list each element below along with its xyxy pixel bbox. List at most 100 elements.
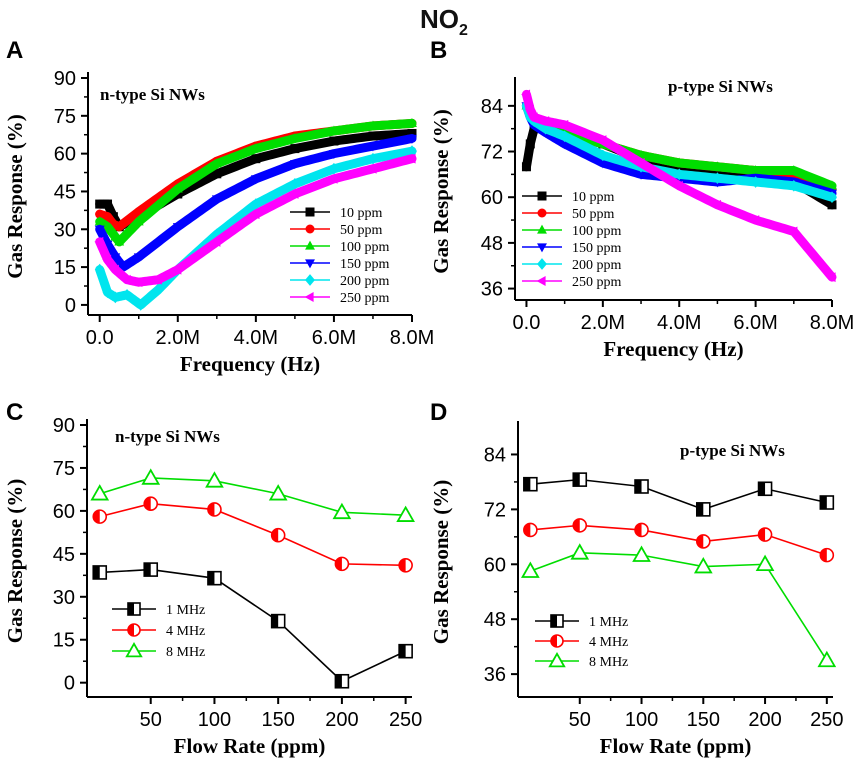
data-point [634,522,649,538]
y-tick-label: 84 [481,96,503,118]
data-point [328,125,339,135]
legend-label: 10 ppm [340,206,383,221]
legend-item-1-mhz: 1 MHz [112,602,205,618]
series-line [99,502,406,567]
data-point [827,191,837,204]
legend-label: 100 ppm [572,224,622,239]
legend-label: 1 MHz [166,603,205,618]
series-100-ppm [94,117,417,247]
data-point [94,225,105,235]
data-point [205,471,224,488]
legend-label: 4 MHz [166,624,205,639]
legend-item-1-mhz: 1 MHz [535,614,628,630]
data-point [143,562,159,577]
data-point [827,180,837,190]
panel-b: B 36 48 60 72 84 0.0 2.0M 4.0M 6.0M 8.0M Frequency … [429,37,854,361]
legend-marker [537,191,547,201]
data-point [328,173,338,184]
data-point [110,231,121,241]
y-tick-label: 0 [64,673,75,695]
data-point [398,557,413,573]
data-point [172,183,183,193]
legend-label: 4 MHz [589,635,628,650]
data-point [152,274,162,285]
legend-label: 250 ppm [340,291,390,306]
data-point [559,140,570,150]
data-point [524,104,534,115]
panel-title: p-type Si NWs [680,441,785,460]
data-point [523,476,538,492]
panel-c: C 0 15 30 45 60 75 90 50 100 150 200 250 Flow Rate (p… [3,399,422,758]
data-point [634,479,649,494]
legend-marker [305,240,315,250]
data-point [250,143,261,153]
legend-item-50-ppm: 50 ppm [290,223,383,238]
x-tick-label: 0.0 [513,312,541,334]
legend-item-10-ppm: 10 ppm [290,206,383,221]
data-point [153,283,164,296]
legend-marker [548,651,566,668]
x-tick-label: 150 [687,709,720,731]
data-point [108,212,118,222]
series-250-ppm [94,153,417,288]
x-tick-label: 8.0M [810,312,854,334]
data-point [103,199,113,209]
data-point [788,165,799,175]
y-axis-label: Gas Response (%) [3,114,27,279]
data-point [572,472,588,487]
data-point [211,236,221,247]
series-line [99,568,406,683]
x-tick-label: 50 [569,709,591,731]
data-point [103,212,113,222]
legend-marker [537,208,547,218]
data-point [329,136,339,146]
data-point [826,272,836,283]
data-point [289,160,300,170]
y-tick-label: 60 [53,501,75,523]
y-tick-label: 45 [54,181,76,203]
data-point [250,175,261,185]
data-point [211,228,222,241]
y-tick-label: 36 [481,279,503,301]
data-point [827,200,837,210]
y-tick-label: 72 [481,142,503,164]
x-tick-label: 50 [140,709,162,731]
y-tick-label: 75 [53,458,75,480]
legend-label: 8 MHz [166,645,205,660]
data-point [757,481,773,497]
legend-marker [127,623,141,637]
data-point [367,163,377,174]
data-point [109,264,119,275]
panel-label: C [6,399,23,426]
data-point [528,112,538,123]
legend-marker [304,292,314,302]
y-tick-label: 72 [484,499,506,521]
data-point [559,130,570,143]
legend-label: 10 ppm [572,190,615,205]
data-point [110,253,121,263]
data-point [114,222,124,232]
data-point [750,165,761,175]
y-tick-label: 30 [54,219,76,241]
data-point [819,495,835,510]
data-point [121,274,131,285]
series-8-mhz [521,543,837,668]
data-point [819,547,835,563]
data-point [90,484,110,501]
y-axis-label: Gas Response (%) [429,480,453,645]
legend-item-150-ppm: 150 ppm [290,257,390,272]
legend-marker [305,224,315,234]
data-point [407,134,417,144]
data-point [250,198,261,210]
data-point [695,534,711,549]
legend-label: 1 MHz [589,615,628,630]
series-4-mhz [92,496,413,573]
legend-label: 200 ppm [572,258,622,273]
data-point [788,179,799,192]
legend-label: 200 ppm [340,274,390,289]
legend-marker [536,276,546,286]
x-tick-label: 200 [748,709,781,731]
x-tick-label: 4.0M [234,327,278,349]
figure-title-subscript: 2 [459,22,468,39]
panel-a: A 0 15 30 45 60 75 90 0.0 2.0M 4.0M 6.0M 8.0M Frequen… [3,37,434,376]
